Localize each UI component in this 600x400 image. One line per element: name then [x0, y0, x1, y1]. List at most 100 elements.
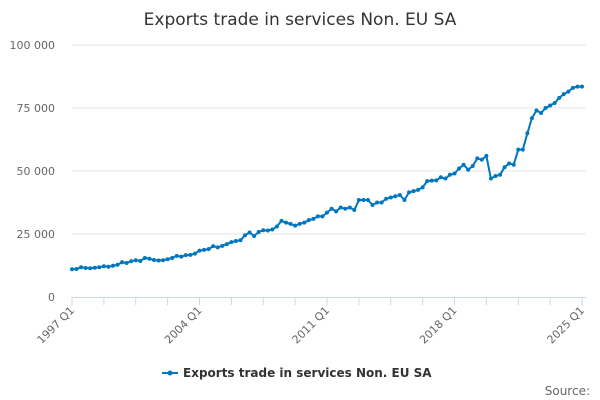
data-point[interactable]	[124, 260, 129, 265]
data-point[interactable]	[479, 157, 484, 162]
data-point[interactable]	[438, 175, 443, 180]
data-point[interactable]	[416, 187, 421, 192]
data-point[interactable]	[470, 163, 475, 168]
data-point[interactable]	[388, 195, 393, 200]
data-point[interactable]	[247, 230, 252, 235]
data-point[interactable]	[498, 172, 503, 177]
data-point[interactable]	[179, 254, 184, 259]
data-point[interactable]	[174, 253, 179, 258]
data-point[interactable]	[183, 253, 188, 258]
data-point[interactable]	[365, 197, 370, 202]
series-line[interactable]	[71, 85, 582, 271]
legend-label[interactable]: Exports trade in services Non. EU SA	[183, 366, 432, 380]
data-point[interactable]	[256, 229, 261, 234]
data-point[interactable]	[511, 162, 516, 167]
data-point[interactable]	[543, 106, 548, 110]
data-point[interactable]	[151, 257, 156, 262]
data-point[interactable]	[525, 131, 530, 136]
data-point[interactable]	[443, 176, 448, 181]
data-point[interactable]	[375, 200, 380, 205]
data-point[interactable]	[343, 206, 348, 211]
data-point[interactable]	[452, 171, 457, 176]
data-point[interactable]	[92, 265, 97, 270]
data-point[interactable]	[238, 238, 243, 243]
data-point[interactable]	[311, 216, 316, 221]
data-point[interactable]	[138, 258, 143, 263]
data-point[interactable]	[88, 266, 93, 271]
data-point[interactable]	[129, 259, 134, 264]
data-point[interactable]	[229, 240, 234, 245]
data-point[interactable]	[325, 210, 329, 215]
data-point[interactable]	[83, 266, 88, 271]
data-point[interactable]	[347, 205, 352, 210]
data-point[interactable]	[115, 262, 120, 267]
data-point[interactable]	[402, 197, 407, 202]
data-point[interactable]	[265, 228, 270, 233]
data-point[interactable]	[261, 228, 266, 233]
data-point[interactable]	[484, 153, 489, 158]
data-point[interactable]	[352, 208, 357, 213]
data-point[interactable]	[79, 265, 84, 270]
data-point[interactable]	[220, 243, 225, 248]
data-point[interactable]	[370, 203, 375, 208]
data-point[interactable]	[575, 84, 580, 89]
data-point[interactable]	[429, 178, 434, 183]
data-point[interactable]	[161, 258, 166, 263]
data-point[interactable]	[534, 108, 539, 113]
data-point[interactable]	[170, 255, 175, 260]
data-point[interactable]	[561, 92, 566, 97]
data-point[interactable]	[302, 220, 307, 225]
data-point[interactable]	[434, 178, 439, 183]
data-point[interactable]	[110, 263, 115, 268]
data-point[interactable]	[447, 172, 452, 177]
data-point[interactable]	[211, 244, 216, 249]
data-point[interactable]	[493, 174, 498, 179]
data-point[interactable]	[539, 111, 544, 116]
data-point[interactable]	[270, 227, 275, 232]
data-point[interactable]	[315, 214, 320, 219]
data-point[interactable]	[488, 176, 493, 181]
data-point[interactable]	[557, 95, 562, 100]
data-point[interactable]	[520, 147, 525, 152]
data-point[interactable]	[466, 167, 471, 172]
data-point[interactable]	[142, 255, 147, 260]
data-point[interactable]	[74, 267, 79, 272]
data-point[interactable]	[243, 233, 248, 238]
data-point[interactable]	[411, 189, 416, 194]
data-point[interactable]	[566, 89, 571, 94]
data-point[interactable]	[570, 85, 575, 90]
data-point[interactable]	[329, 206, 334, 211]
data-point[interactable]	[297, 221, 302, 226]
data-point[interactable]	[516, 147, 521, 152]
data-point[interactable]	[288, 221, 293, 226]
data-point[interactable]	[361, 197, 366, 202]
data-point[interactable]	[156, 258, 161, 263]
data-point[interactable]	[356, 197, 361, 202]
data-point[interactable]	[165, 257, 170, 262]
data-point[interactable]	[274, 224, 279, 229]
data-point[interactable]	[202, 247, 207, 252]
data-point[interactable]	[461, 162, 466, 167]
data-point[interactable]	[552, 100, 557, 105]
data-point[interactable]	[120, 260, 125, 265]
data-point[interactable]	[393, 194, 398, 199]
data-point[interactable]	[580, 84, 584, 89]
data-point[interactable]	[384, 196, 389, 201]
data-point[interactable]	[379, 200, 384, 205]
data-point[interactable]	[233, 239, 238, 244]
data-point[interactable]	[192, 251, 197, 256]
data-point[interactable]	[420, 185, 425, 190]
data-point[interactable]	[206, 247, 211, 252]
data-point[interactable]	[188, 252, 193, 257]
data-point[interactable]	[548, 103, 553, 108]
data-point[interactable]	[306, 218, 311, 223]
data-point[interactable]	[507, 161, 512, 166]
data-point[interactable]	[338, 205, 343, 210]
data-point[interactable]	[101, 264, 106, 269]
data-point[interactable]	[320, 214, 325, 219]
data-point[interactable]	[475, 156, 480, 161]
data-point[interactable]	[70, 267, 74, 272]
data-point[interactable]	[215, 245, 220, 250]
data-point[interactable]	[457, 166, 462, 171]
data-point[interactable]	[293, 223, 298, 228]
